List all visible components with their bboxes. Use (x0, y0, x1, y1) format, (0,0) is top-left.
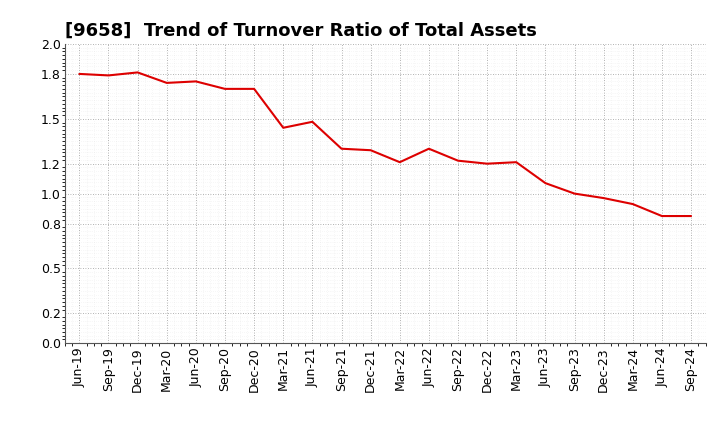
Text: [9658]  Trend of Turnover Ratio of Total Assets: [9658] Trend of Turnover Ratio of Total … (65, 22, 536, 40)
